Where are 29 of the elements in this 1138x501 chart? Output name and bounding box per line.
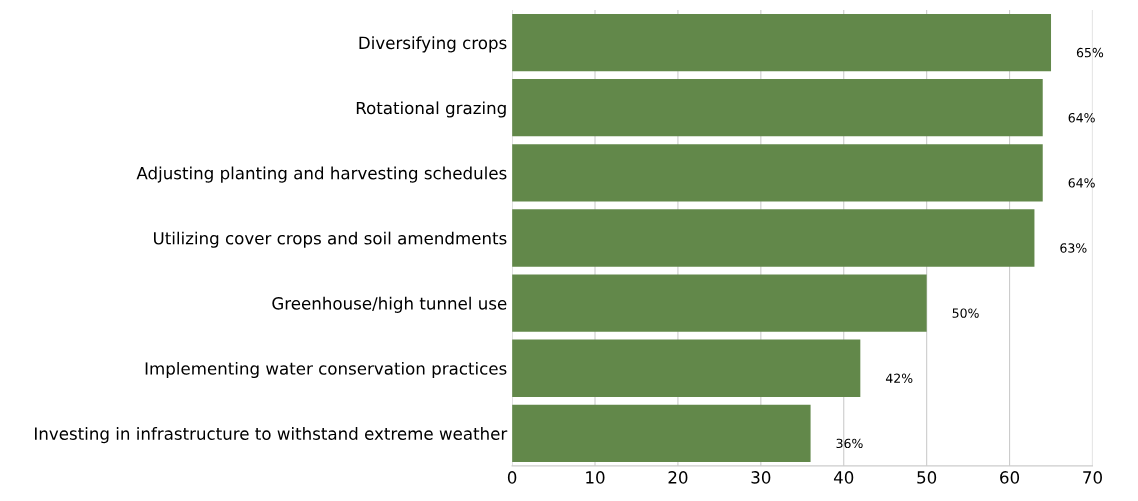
y-tick-label: Implementing water conservation practices: [145, 361, 507, 379]
bar: [512, 13, 1052, 72]
data-label: 50%: [952, 308, 979, 318]
y-tick-label: Utilizing cover crops and soil amendments: [154, 231, 507, 248]
y-tick-label: Adjusting planting and harvesting schedules: [136, 166, 507, 183]
bar: [512, 404, 811, 463]
x-tick-label: 0: [507, 471, 517, 484]
y-tick-label: Greenhouse/high tunnel use: [272, 296, 507, 313]
y-tick-label: Investing in infrastructure to withstand extreme weather: [35, 427, 508, 444]
x-tick-label: 40: [833, 471, 854, 484]
x-tick-label: 30: [751, 471, 771, 484]
x-tick-label: 50: [917, 471, 937, 484]
data-label: 65%: [1076, 47, 1104, 58]
bar: [512, 339, 861, 397]
data-label: 64%: [1068, 113, 1095, 123]
y-tick-label: Rotational grazing: [356, 101, 506, 118]
y-tick-label: Diversifying crops: [359, 36, 507, 53]
bar: [512, 79, 1043, 137]
x-tick-label: 60: [1000, 471, 1020, 484]
bar: [512, 274, 927, 332]
data-label: 64%: [1068, 178, 1095, 188]
x-tick-label: 70: [1083, 471, 1102, 484]
x-tick-label: 10: [586, 471, 605, 484]
bar: [512, 209, 1035, 267]
data-label: 36%: [836, 438, 863, 449]
x-tick-label: 20: [668, 471, 688, 484]
data-label: 42%: [885, 373, 913, 383]
bar: [512, 144, 1043, 202]
data-label: 63%: [1060, 243, 1087, 253]
